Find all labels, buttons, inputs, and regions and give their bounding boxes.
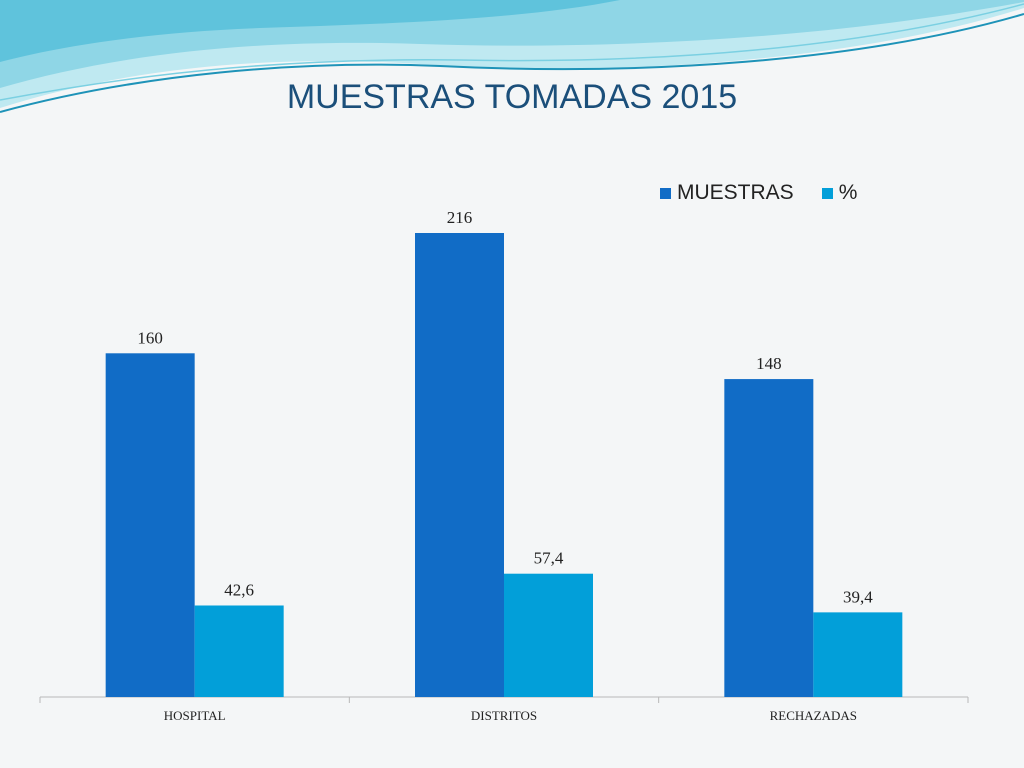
bar-rechazadas-percent <box>813 612 903 697</box>
data-label-hospital-percent: 42,6 <box>224 580 254 599</box>
bar-distritos-muestras <box>415 233 504 697</box>
category-label-hospital: HOSPITAL <box>164 708 226 723</box>
legend-item-muestras: MUESTRAS <box>660 181 794 205</box>
legend-label-percent: % <box>838 181 858 204</box>
bar-hospital-muestras <box>105 353 195 697</box>
bar-hospital-percent <box>194 605 284 697</box>
legend: MUESTRAS % <box>660 181 885 205</box>
legend-item-percent: % <box>821 181 858 205</box>
legend-swatch-percent <box>821 187 833 199</box>
data-label-rechazadas-percent: 39,4 <box>843 587 873 606</box>
data-label-hospital-muestras: 160 <box>137 328 163 347</box>
data-label-distritos-percent: 57,4 <box>534 549 564 568</box>
legend-label-muestras: MUESTRAS <box>677 181 794 204</box>
legend-swatch-muestras <box>660 187 671 199</box>
bar-distritos-percent <box>504 573 593 697</box>
data-label-distritos-muestras: 216 <box>447 208 473 227</box>
category-label-distritos: DISTRITOS <box>471 708 537 723</box>
bar-rechazadas-muestras <box>724 379 814 697</box>
slide-wave-decoration <box>0 0 1024 113</box>
chart-title: MUESTRAS TOMADAS 2015 <box>286 78 738 116</box>
category-label-rechazadas: RECHAZADAS <box>770 708 857 723</box>
data-label-rechazadas-muestras: 148 <box>756 354 782 373</box>
